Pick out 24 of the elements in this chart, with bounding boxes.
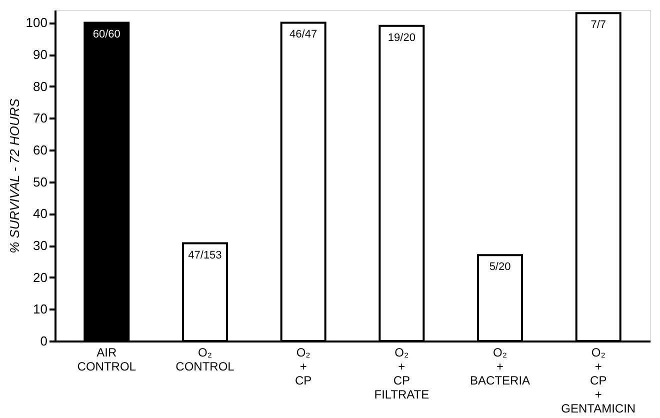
data-label: 60/60 <box>92 28 120 41</box>
y-tick-label: 90 <box>33 47 48 62</box>
x-tick-label: AIR CONTROL <box>77 346 136 374</box>
y-tick-label: 60 <box>33 142 48 158</box>
y-tick-label: 40 <box>33 206 48 222</box>
y-tick-label: 100 <box>26 15 48 30</box>
data-label: 19/20 <box>388 32 416 44</box>
y-axis-title: % SURVIVAL - 72 HOURS <box>6 98 22 254</box>
y-tick-label: 30 <box>33 238 48 254</box>
data-label: 47/153 <box>188 249 222 262</box>
y-tick-label: 70 <box>33 110 48 126</box>
y-tick-label: 80 <box>33 78 48 94</box>
y-tick-label: 0 <box>40 334 48 348</box>
x-tick-label: O₂ + BACTERIA <box>470 346 530 388</box>
y-tick-label: 10 <box>33 302 48 317</box>
data-label: 5/20 <box>489 261 511 274</box>
y-tick-label: 50 <box>33 174 48 190</box>
y-tick-label: 20 <box>33 270 48 285</box>
x-tick-label: O₂ + CP + GENTAMICIN <box>561 346 636 416</box>
x-tick-label: O₂ CONTROL <box>176 346 235 374</box>
data-label: 46/47 <box>290 28 318 41</box>
data-label: 7/7 <box>590 19 606 32</box>
x-tick-label: O₂ + CP <box>294 346 312 388</box>
x-tick-label: O₂ + CP FILTRATE <box>374 346 430 402</box>
